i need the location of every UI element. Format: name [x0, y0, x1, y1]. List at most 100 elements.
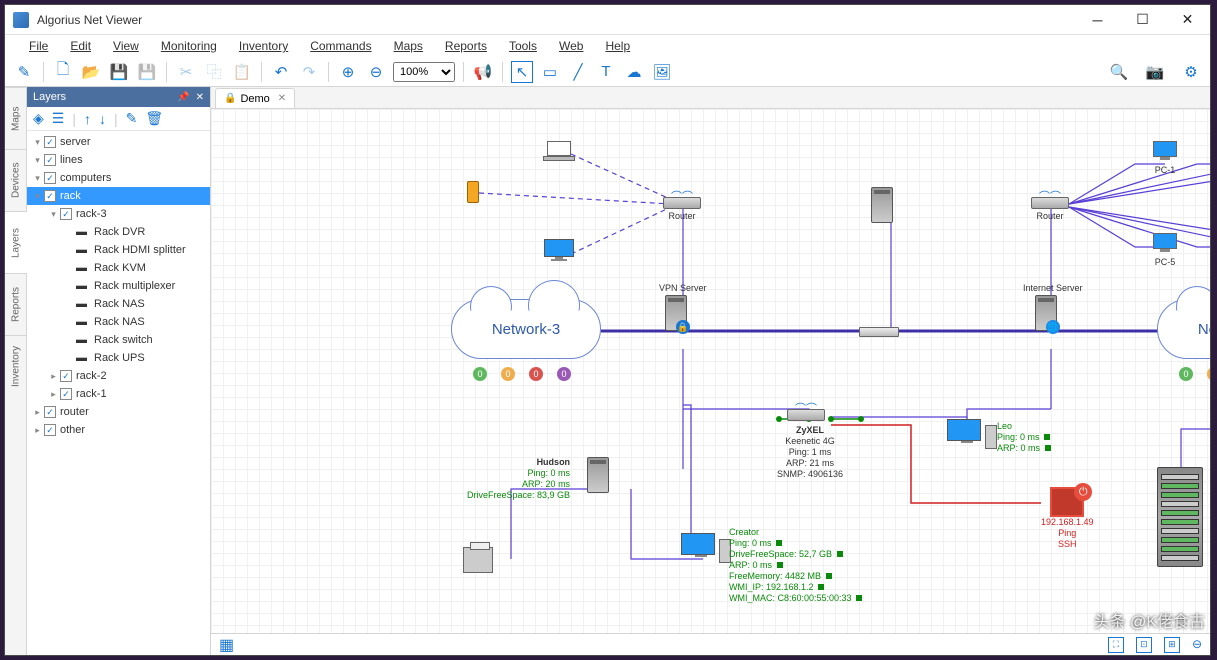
cloud-icon[interactable]: ☁ — [623, 61, 645, 83]
tree-item[interactable]: ▬Rack DVR — [27, 223, 210, 241]
image-icon[interactable]: 🖼 — [651, 61, 673, 83]
map-canvas[interactable]: Network-30000Network-20000PC-1PC-2PC-3PC… — [211, 109, 1210, 633]
app-title: Algorius Net Viewer — [37, 13, 142, 27]
sidetab-maps[interactable]: Maps — [5, 87, 27, 149]
paste-icon[interactable]: 📋 — [231, 61, 253, 83]
search-icon[interactable]: 🔍 — [1108, 61, 1130, 83]
cursor-icon[interactable]: ↖ — [511, 61, 533, 83]
menu-help[interactable]: Help — [595, 37, 640, 55]
tree-item[interactable]: ▾✓lines — [27, 151, 210, 169]
map-node[interactable] — [463, 547, 493, 573]
zoom-select[interactable]: 100% — [393, 62, 455, 82]
announce-icon[interactable]: 📢 — [472, 61, 494, 83]
layers-up-icon[interactable]: ↑ — [84, 111, 91, 127]
map-node[interactable] — [543, 239, 575, 263]
menu-web[interactable]: Web — [549, 37, 593, 55]
map-node[interactable] — [681, 533, 721, 569]
map-node[interactable] — [587, 457, 609, 493]
rect-icon[interactable]: ▭ — [539, 61, 561, 83]
tree-item[interactable]: ▬Rack KVM — [27, 259, 210, 277]
map-node[interactable]: 192.168.1.49PingSSH — [1041, 487, 1094, 550]
saveall-icon[interactable]: 💾 — [136, 61, 158, 83]
text-icon[interactable]: T — [595, 61, 617, 83]
sidetab-devices[interactable]: Devices — [5, 149, 27, 211]
undo-icon[interactable]: ↶ — [270, 61, 292, 83]
panel-close-icon[interactable]: ✕ — [196, 92, 204, 103]
grid-icon[interactable]: ⊞ — [1164, 637, 1180, 653]
line-icon[interactable]: ╱ — [567, 61, 589, 83]
sidetab-reports[interactable]: Reports — [5, 273, 27, 335]
layers-show-icon[interactable]: ◈ — [33, 110, 44, 127]
camera-icon[interactable]: 📷 — [1144, 61, 1166, 83]
map-node[interactable]: ⌒⌒Router — [663, 197, 701, 221]
layers-tree: ▾✓server▾✓lines▾✓computers▾✓rack▾✓rack-3… — [27, 131, 210, 655]
menu-tools[interactable]: Tools — [499, 37, 547, 55]
map-node[interactable] — [543, 141, 575, 163]
cloud-net2[interactable]: Network-2 — [1157, 299, 1210, 359]
menu-inventory[interactable]: Inventory — [229, 37, 298, 55]
cloud-net3[interactable]: Network-3 — [451, 299, 601, 359]
layers-stack-icon[interactable]: ☰ — [52, 110, 65, 127]
tab-icon: 🔒 — [224, 93, 236, 104]
map-node[interactable]: 🌐 — [1035, 295, 1057, 331]
tree-item[interactable]: ▬Rack multiplexer — [27, 277, 210, 295]
tab-demo[interactable]: 🔒 Demo ✕ — [215, 88, 295, 108]
tree-item[interactable]: ▬Rack HDMI splitter — [27, 241, 210, 259]
tree-item[interactable]: ▬Rack NAS — [27, 313, 210, 331]
layers-down-icon[interactable]: ↓ — [99, 111, 106, 127]
menu-view[interactable]: View — [103, 37, 149, 55]
map-node[interactable]: ⌒⌒Router — [1031, 197, 1069, 221]
minimize-button[interactable]: ─ — [1075, 5, 1120, 35]
new-icon[interactable]: 🗋 — [52, 61, 74, 83]
pin-icon[interactable]: 📌 — [177, 92, 189, 103]
tree-item[interactable]: ▸✓rack-2 — [27, 367, 210, 385]
map-node[interactable] — [859, 327, 899, 337]
toolbar: ✎ 🗋 📂 💾 💾 ✂ ⿻ 📋 ↶ ↷ ⊕ ⊖ 100% 📢 ↖ ▭ ╱ T ☁… — [5, 57, 1210, 87]
tree-item[interactable]: ▬Rack switch — [27, 331, 210, 349]
copy-icon[interactable]: ⿻ — [203, 61, 225, 83]
save-icon[interactable]: 💾 — [108, 61, 130, 83]
status-icon: ▦ — [219, 635, 234, 655]
sidetab-inventory[interactable]: Inventory — [5, 335, 27, 397]
tree-item[interactable]: ▸✓rack-1 — [27, 385, 210, 403]
menu-file[interactable]: File — [19, 37, 58, 55]
zoomout-icon[interactable]: ⊖ — [365, 61, 387, 83]
map-node[interactable] — [1157, 467, 1203, 567]
actual-icon[interactable]: ⊡ — [1136, 637, 1152, 653]
side-tabs: Maps Devices Layers Reports Inventory — [5, 87, 27, 655]
tree-item[interactable]: ▾✓server — [27, 133, 210, 151]
zoomin-icon[interactable]: ⊕ — [337, 61, 359, 83]
map-node[interactable]: ⌒⌒ — [787, 409, 825, 421]
tree-item[interactable]: ▾✓rack — [27, 187, 210, 205]
map-node[interactable] — [947, 419, 987, 455]
tree-item[interactable]: ▾✓rack-3 — [27, 205, 210, 223]
layers-edit-icon[interactable]: ✎ — [126, 110, 138, 127]
menu-maps[interactable]: Maps — [384, 37, 433, 55]
menu-reports[interactable]: Reports — [435, 37, 497, 55]
cut-icon[interactable]: ✂ — [175, 61, 197, 83]
zoom-out-status[interactable]: ⊖ — [1192, 637, 1202, 653]
map-node[interactable] — [871, 187, 893, 223]
close-button[interactable]: ✕ — [1165, 5, 1210, 35]
tree-item[interactable]: ▸✓other — [27, 421, 210, 439]
redo-icon[interactable]: ↷ — [298, 61, 320, 83]
menu-edit[interactable]: Edit — [60, 37, 101, 55]
map-node[interactable]: PC-5 — [1151, 233, 1179, 267]
map-node[interactable]: PC-1 — [1151, 141, 1179, 175]
menu-monitoring[interactable]: Monitoring — [151, 37, 227, 55]
gear-icon[interactable]: ⚙ — [1180, 61, 1202, 83]
tree-item[interactable]: ▾✓computers — [27, 169, 210, 187]
menu-commands[interactable]: Commands — [300, 37, 381, 55]
map-node[interactable] — [467, 181, 479, 203]
fit-icon[interactable]: ⛶ — [1108, 637, 1124, 653]
tree-item[interactable]: ▸✓router — [27, 403, 210, 421]
tab-close-icon[interactable]: ✕ — [278, 93, 286, 104]
wand-icon[interactable]: ✎ — [13, 61, 35, 83]
tree-item[interactable]: ▬Rack NAS — [27, 295, 210, 313]
tree-item[interactable]: ▬Rack UPS — [27, 349, 210, 367]
map-node[interactable]: 🔒 — [665, 295, 687, 331]
open-icon[interactable]: 📂 — [80, 61, 102, 83]
sidetab-layers[interactable]: Layers — [5, 211, 27, 273]
layers-delete-icon[interactable]: 🗑 — [145, 110, 163, 127]
maximize-button[interactable]: ☐ — [1120, 5, 1165, 35]
